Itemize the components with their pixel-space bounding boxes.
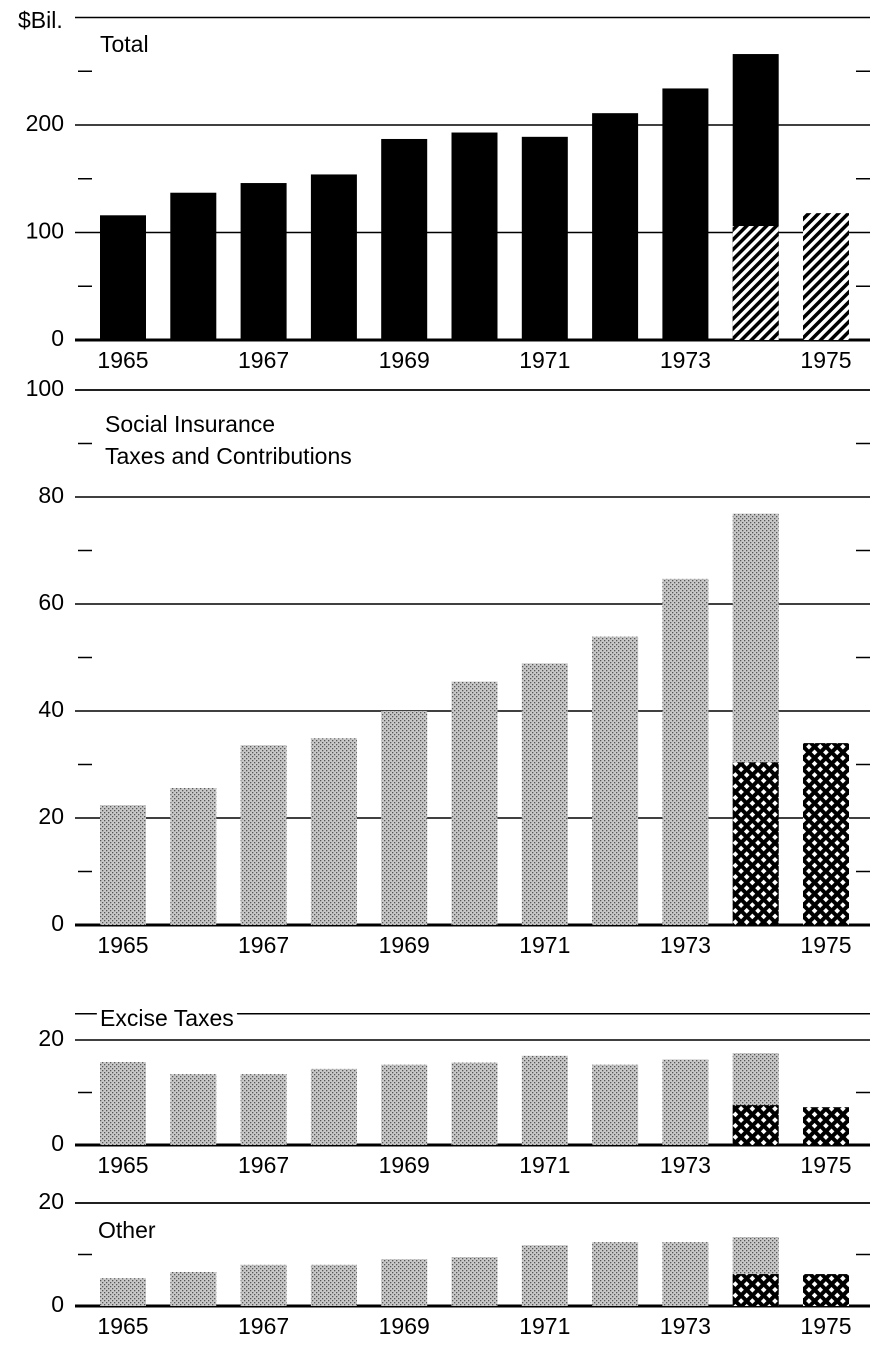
y-tick-label: 200	[26, 110, 64, 136]
bar	[310, 174, 357, 340]
bar	[240, 1074, 287, 1145]
bar	[732, 762, 779, 925]
x-tick-label: 1973	[660, 1313, 711, 1339]
x-tick-label: 1969	[379, 1152, 430, 1178]
bar	[170, 788, 217, 925]
bar	[100, 1278, 146, 1306]
x-tick-label: 1971	[519, 347, 570, 373]
bar	[170, 1272, 217, 1306]
x-tick-label: 1971	[519, 932, 570, 958]
y-tick-label: 0	[51, 1291, 64, 1317]
bar	[451, 132, 498, 340]
bar	[100, 215, 146, 340]
bar	[592, 1242, 639, 1306]
bar	[240, 745, 287, 925]
x-tick-label: 1969	[379, 1313, 430, 1339]
y-tick-label: 0	[51, 1130, 64, 1156]
bar	[100, 1062, 146, 1145]
x-tick-label: 1973	[660, 347, 711, 373]
y-tick-label: 20	[38, 1025, 64, 1051]
panel-title: Total	[100, 31, 149, 57]
x-tick-label: 1975	[800, 1152, 851, 1178]
bar	[662, 578, 709, 925]
bar	[521, 136, 568, 340]
y-tick-label: 20	[38, 803, 64, 829]
bar	[381, 1064, 428, 1145]
x-tick-label: 1967	[238, 932, 289, 958]
bar	[521, 1055, 568, 1145]
x-tick-label: 1965	[97, 347, 148, 373]
x-tick-label: 1971	[519, 1313, 570, 1339]
x-tick-label: 1969	[379, 347, 430, 373]
bar	[521, 663, 568, 925]
bar	[451, 681, 498, 925]
bar	[381, 138, 428, 340]
bar	[732, 1274, 779, 1306]
x-tick-label: 1967	[238, 1313, 289, 1339]
bar	[451, 1062, 498, 1145]
bar	[240, 183, 287, 340]
x-tick-label: 1971	[519, 1152, 570, 1178]
x-tick-label: 1969	[379, 932, 430, 958]
y-axis-label: $Bil.	[18, 7, 63, 33]
bar	[310, 738, 357, 925]
x-tick-label: 1973	[660, 1152, 711, 1178]
bar	[732, 1105, 779, 1145]
bar	[662, 88, 709, 340]
panel-title: Excise Taxes	[100, 1005, 234, 1031]
x-tick-label: 1975	[800, 932, 851, 958]
x-tick-label: 1965	[97, 1152, 148, 1178]
x-tick-label: 1965	[97, 932, 148, 958]
y-tick-label: 100	[26, 218, 64, 244]
bar	[803, 1107, 849, 1145]
bar	[732, 226, 779, 340]
y-tick-label: 0	[51, 325, 64, 351]
x-tick-label: 1973	[660, 932, 711, 958]
panel-title: Taxes and Contributions	[105, 443, 352, 469]
y-tick-label: 60	[38, 589, 64, 615]
x-tick-label: 1975	[800, 347, 851, 373]
x-tick-label: 1967	[238, 347, 289, 373]
y-tick-label: 40	[38, 696, 64, 722]
y-tick-label: 20	[38, 1188, 64, 1214]
bar	[100, 805, 146, 925]
y-tick-label: 0	[51, 910, 64, 936]
x-tick-label: 1975	[800, 1313, 851, 1339]
y-tick-label: 100	[26, 375, 64, 401]
panel-title: Social Insurance	[105, 411, 275, 437]
bar	[803, 213, 849, 340]
bar	[592, 113, 639, 340]
x-tick-label: 1967	[238, 1152, 289, 1178]
bar	[381, 711, 428, 925]
bar	[451, 1257, 498, 1306]
bar	[662, 1242, 709, 1306]
bar	[170, 192, 217, 340]
panel-title: Other	[98, 1217, 156, 1243]
y-tick-label: 80	[38, 482, 64, 508]
bar	[310, 1264, 357, 1306]
bar	[803, 743, 849, 925]
bar	[803, 1274, 849, 1306]
bar	[521, 1245, 568, 1306]
bar	[240, 1264, 287, 1306]
bar	[381, 1259, 428, 1306]
bar	[592, 636, 639, 925]
bar	[592, 1064, 639, 1145]
bar	[170, 1074, 217, 1145]
bar	[310, 1068, 357, 1145]
bar	[662, 1059, 709, 1145]
x-tick-label: 1965	[97, 1313, 148, 1339]
